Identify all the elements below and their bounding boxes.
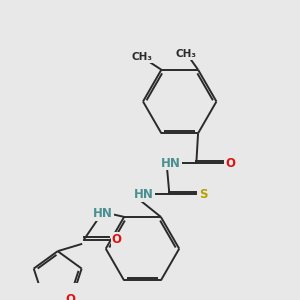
Text: O: O	[112, 233, 122, 246]
Text: O: O	[66, 293, 76, 300]
Text: CH₃: CH₃	[175, 49, 196, 59]
Text: S: S	[199, 188, 208, 201]
Text: O: O	[225, 157, 235, 169]
Text: HN: HN	[134, 188, 154, 201]
Text: HN: HN	[161, 157, 181, 169]
Text: HN: HN	[93, 207, 113, 220]
Text: CH₃: CH₃	[132, 52, 153, 62]
